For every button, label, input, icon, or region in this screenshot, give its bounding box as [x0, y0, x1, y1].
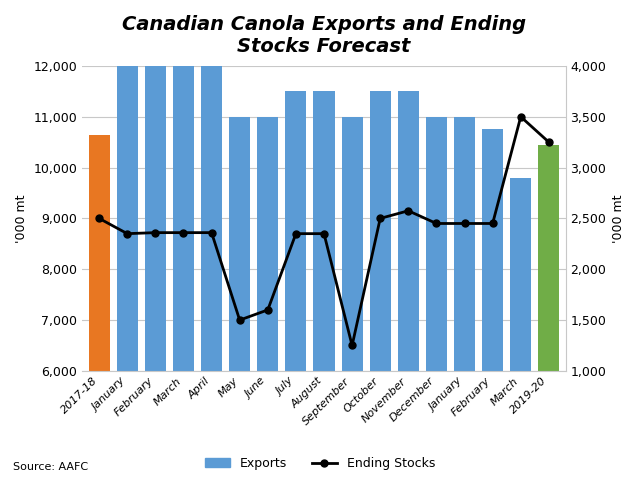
Bar — [314, 91, 335, 480]
Bar — [257, 117, 278, 480]
Title: Canadian Canola Exports and Ending
Stocks Forecast: Canadian Canola Exports and Ending Stock… — [122, 15, 526, 56]
Bar — [398, 91, 419, 480]
Bar — [482, 130, 503, 480]
Y-axis label: '000 mt: '000 mt — [612, 194, 625, 243]
Text: Source: AAFC: Source: AAFC — [13, 462, 88, 472]
Bar — [454, 117, 475, 480]
Bar — [173, 66, 194, 480]
Bar — [370, 91, 391, 480]
Bar — [88, 134, 109, 480]
Bar — [285, 91, 307, 480]
Bar — [426, 117, 447, 480]
Bar — [510, 178, 531, 480]
Bar — [201, 66, 222, 480]
Bar — [538, 144, 559, 480]
Bar — [145, 66, 166, 480]
Y-axis label: '000 mt: '000 mt — [15, 194, 28, 243]
Bar — [229, 117, 250, 480]
Legend: Exports, Ending Stocks: Exports, Ending Stocks — [198, 451, 442, 476]
Bar — [342, 117, 363, 480]
Bar — [116, 66, 138, 480]
